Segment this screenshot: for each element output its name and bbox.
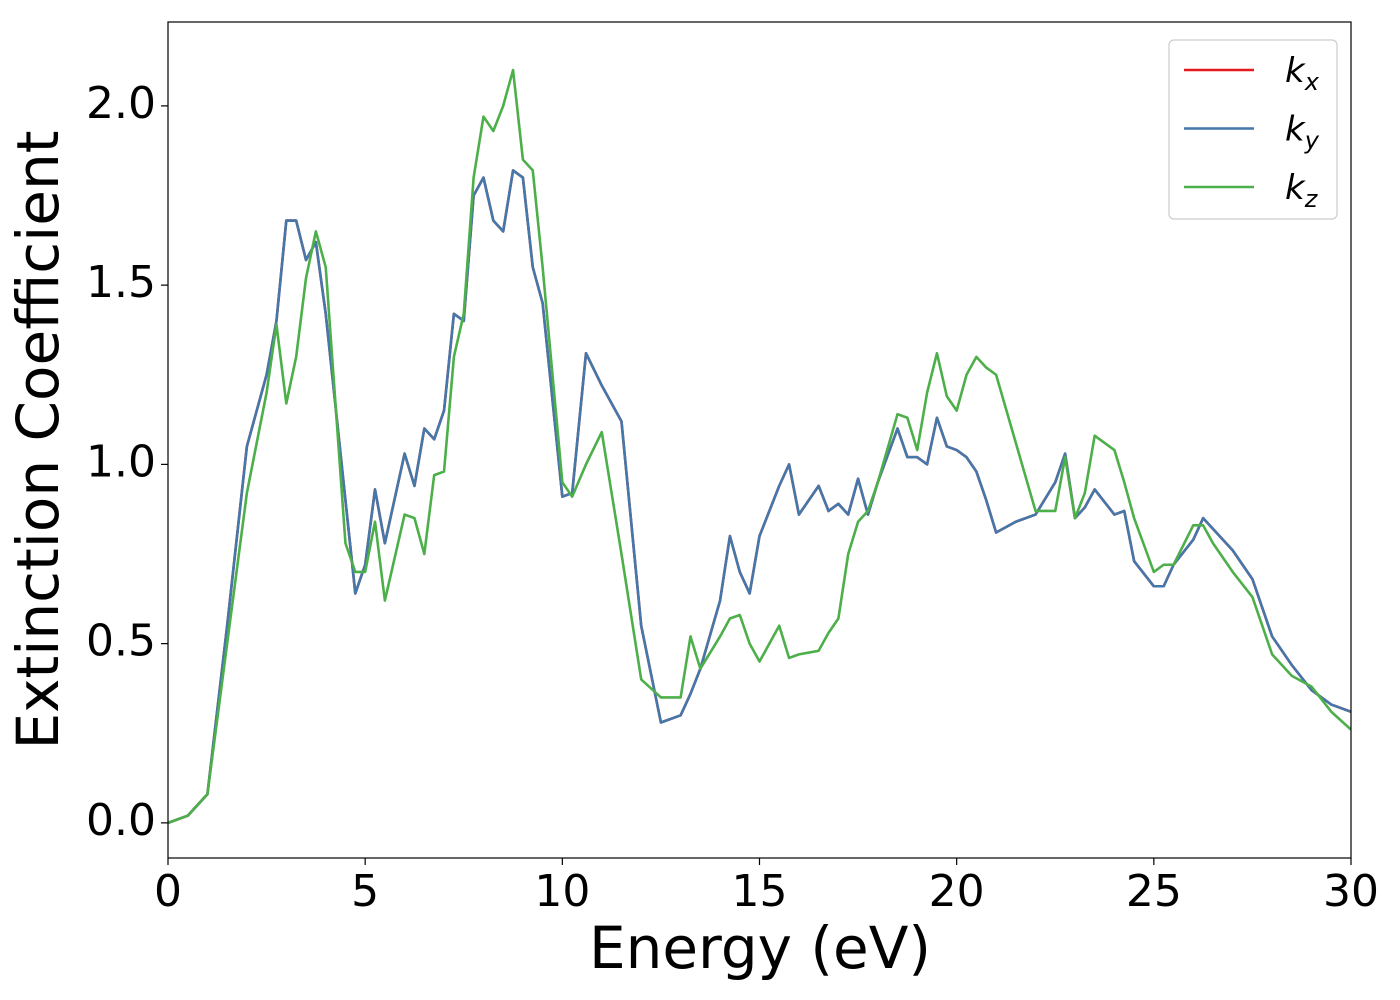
x-tick-label: 10: [534, 866, 590, 917]
y-axis-label: Extinction Coefficient: [4, 131, 72, 750]
legend-label: kz: [1285, 168, 1319, 213]
legend-label: ky: [1285, 110, 1320, 155]
x-axis-label: Energy (eV): [589, 914, 931, 982]
x-tick-label: 5: [351, 866, 379, 917]
y-tick-label: 0.0: [86, 795, 156, 846]
data-line: [168, 68, 1351, 825]
y-tick-label: 0.5: [86, 616, 156, 667]
x-tick-label: 0: [154, 866, 182, 917]
y-tick-label: 1.5: [86, 257, 156, 308]
y-tick-label: 1.0: [86, 436, 156, 487]
x-tick-label: 15: [732, 866, 788, 917]
y-tick-label: 2.0: [86, 78, 156, 129]
plot-lines: [168, 68, 1351, 825]
legend-label: kx: [1285, 51, 1320, 96]
x-tick-label: 25: [1126, 866, 1182, 917]
x-tick-label: 20: [929, 866, 985, 917]
x-tick-label: 30: [1323, 866, 1379, 917]
data-line: [168, 169, 1351, 825]
plot-frame: [167, 21, 1352, 859]
